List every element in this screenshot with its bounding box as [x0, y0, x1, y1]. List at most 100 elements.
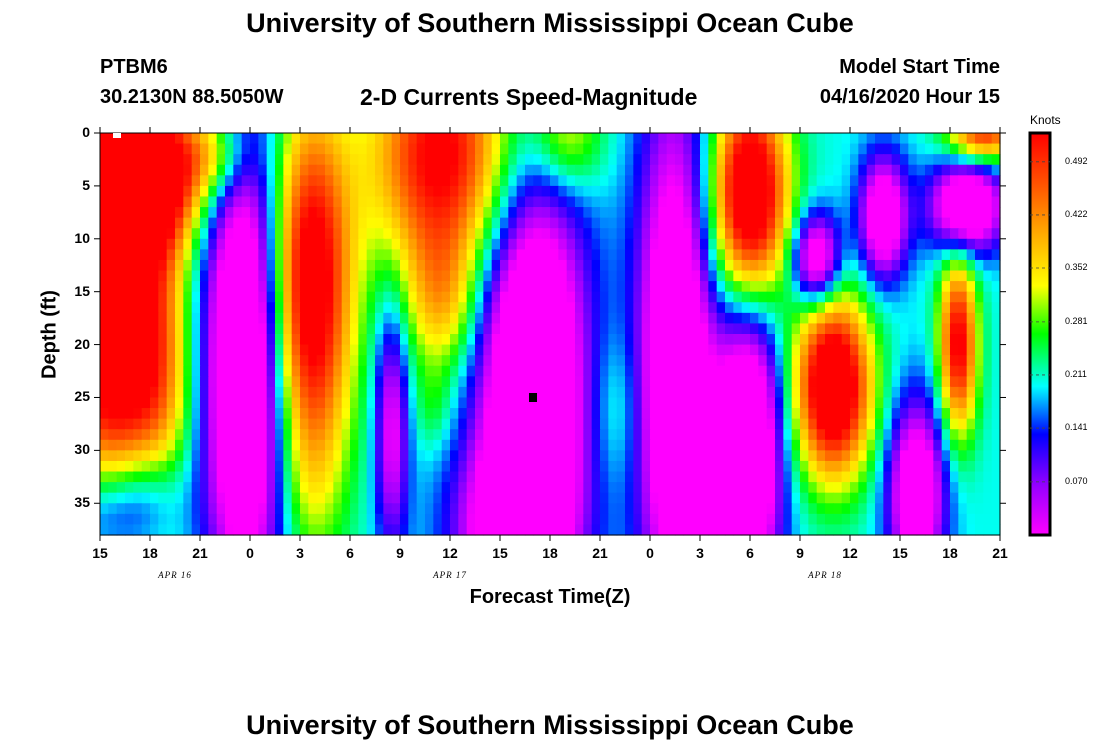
heatmap-cell — [125, 418, 134, 430]
top-title: University of Southern Mississippi Ocean… — [246, 8, 854, 38]
heatmap-cell — [391, 185, 401, 198]
heatmap-cell — [341, 492, 351, 504]
heatmap-cell — [416, 397, 426, 409]
heatmap-cell — [991, 238, 1001, 250]
heatmap-cell — [150, 439, 159, 451]
heatmap-cell — [316, 503, 326, 515]
heatmap-cell — [725, 154, 734, 166]
heatmap-cell — [308, 217, 318, 229]
heatmap-cell — [675, 312, 684, 325]
heatmap-cell — [600, 471, 609, 483]
heatmap-cell — [416, 143, 426, 155]
heatmap-cell — [291, 513, 301, 526]
heatmap-cell — [616, 365, 626, 377]
heatmap-cell — [375, 482, 384, 494]
heatmap-cell — [958, 471, 968, 483]
heatmap-cell — [175, 386, 184, 399]
heatmap-cell — [508, 312, 518, 325]
heatmap-cell — [433, 207, 443, 219]
heatmap-cell — [241, 439, 251, 451]
heatmap-cell — [483, 259, 493, 272]
heatmap-cell — [408, 323, 418, 335]
heatmap-cell — [766, 259, 776, 272]
heatmap-cell — [450, 217, 459, 229]
heatmap-cell — [308, 323, 318, 335]
heatmap-cell — [166, 334, 176, 346]
heatmap-cell — [508, 460, 518, 473]
heatmap-cell — [591, 323, 601, 335]
heatmap-cell — [516, 365, 526, 377]
heatmap-cell — [916, 228, 926, 240]
heatmap-cell — [400, 249, 409, 261]
heatmap-cell — [250, 471, 259, 483]
heatmap-cell — [266, 175, 276, 187]
heatmap-cell — [700, 196, 709, 208]
heatmap-cell — [716, 439, 726, 451]
heatmap-cell — [483, 196, 493, 208]
heatmap-cell — [775, 439, 784, 451]
heatmap-cell — [541, 238, 551, 250]
heatmap-cell — [291, 249, 301, 261]
heatmap-cell — [983, 503, 993, 515]
heatmap-cell — [250, 164, 259, 176]
heatmap-cell — [608, 196, 618, 208]
heatmap-cell — [283, 334, 293, 346]
heatmap-cell — [633, 471, 643, 483]
heatmap-cell — [541, 355, 551, 367]
heatmap-cell — [708, 471, 718, 483]
heatmap-cell — [266, 513, 276, 526]
heatmap-cell — [566, 365, 576, 377]
heatmap-cell — [258, 471, 268, 483]
heatmap-cell — [650, 386, 659, 399]
heatmap-cell — [100, 312, 109, 325]
heatmap-cell — [608, 450, 618, 462]
heatmap-cell — [350, 355, 359, 367]
heatmap-cell — [283, 471, 293, 483]
heatmap-cell — [508, 439, 518, 451]
heatmap-cell — [641, 291, 651, 303]
heatmap-cell — [408, 281, 418, 293]
heatmap-cell — [316, 439, 326, 451]
heatmap-cell — [483, 207, 493, 219]
heatmap-cell — [500, 460, 509, 473]
heatmap-cell — [250, 281, 259, 293]
heatmap-cell — [816, 259, 826, 272]
heatmap-cell — [750, 164, 759, 176]
heatmap-cell — [791, 175, 801, 187]
heatmap-cell — [491, 439, 501, 451]
heatmap-cell — [166, 143, 176, 155]
heatmap-cell — [766, 429, 776, 441]
heatmap-cell — [741, 397, 751, 409]
heatmap-cell — [375, 185, 384, 198]
heatmap-cell — [958, 228, 968, 240]
heatmap-cell — [991, 376, 1001, 388]
heatmap-cell — [241, 376, 251, 388]
heatmap-cell — [691, 312, 701, 325]
heatmap-cell — [600, 334, 609, 346]
heatmap-cell — [916, 376, 926, 388]
heatmap-cell — [108, 270, 118, 282]
heatmap-cell — [141, 344, 151, 356]
heatmap-cell — [808, 408, 818, 420]
heatmap-cell — [133, 397, 143, 409]
heatmap-cell — [775, 397, 784, 409]
heatmap-cell — [833, 355, 843, 367]
heatmap-cell — [850, 207, 859, 219]
heatmap-cell — [533, 185, 543, 198]
heatmap-cell — [116, 492, 126, 504]
heatmap-cell — [825, 513, 834, 526]
heatmap-cell — [150, 376, 159, 388]
heatmap-cell — [325, 154, 334, 166]
heatmap-cell — [833, 376, 843, 388]
heatmap-cell — [733, 302, 743, 314]
heatmap-cell — [433, 270, 443, 282]
heatmap-cell — [450, 439, 459, 451]
heatmap-cell — [150, 429, 159, 441]
heatmap-cell — [283, 249, 293, 261]
heatmap-cell — [408, 355, 418, 367]
heatmap-cell — [466, 513, 476, 526]
heatmap-cell — [183, 291, 193, 303]
heatmap-cell — [441, 503, 451, 515]
heatmap-cell — [150, 386, 159, 399]
heatmap-cell — [458, 513, 468, 526]
